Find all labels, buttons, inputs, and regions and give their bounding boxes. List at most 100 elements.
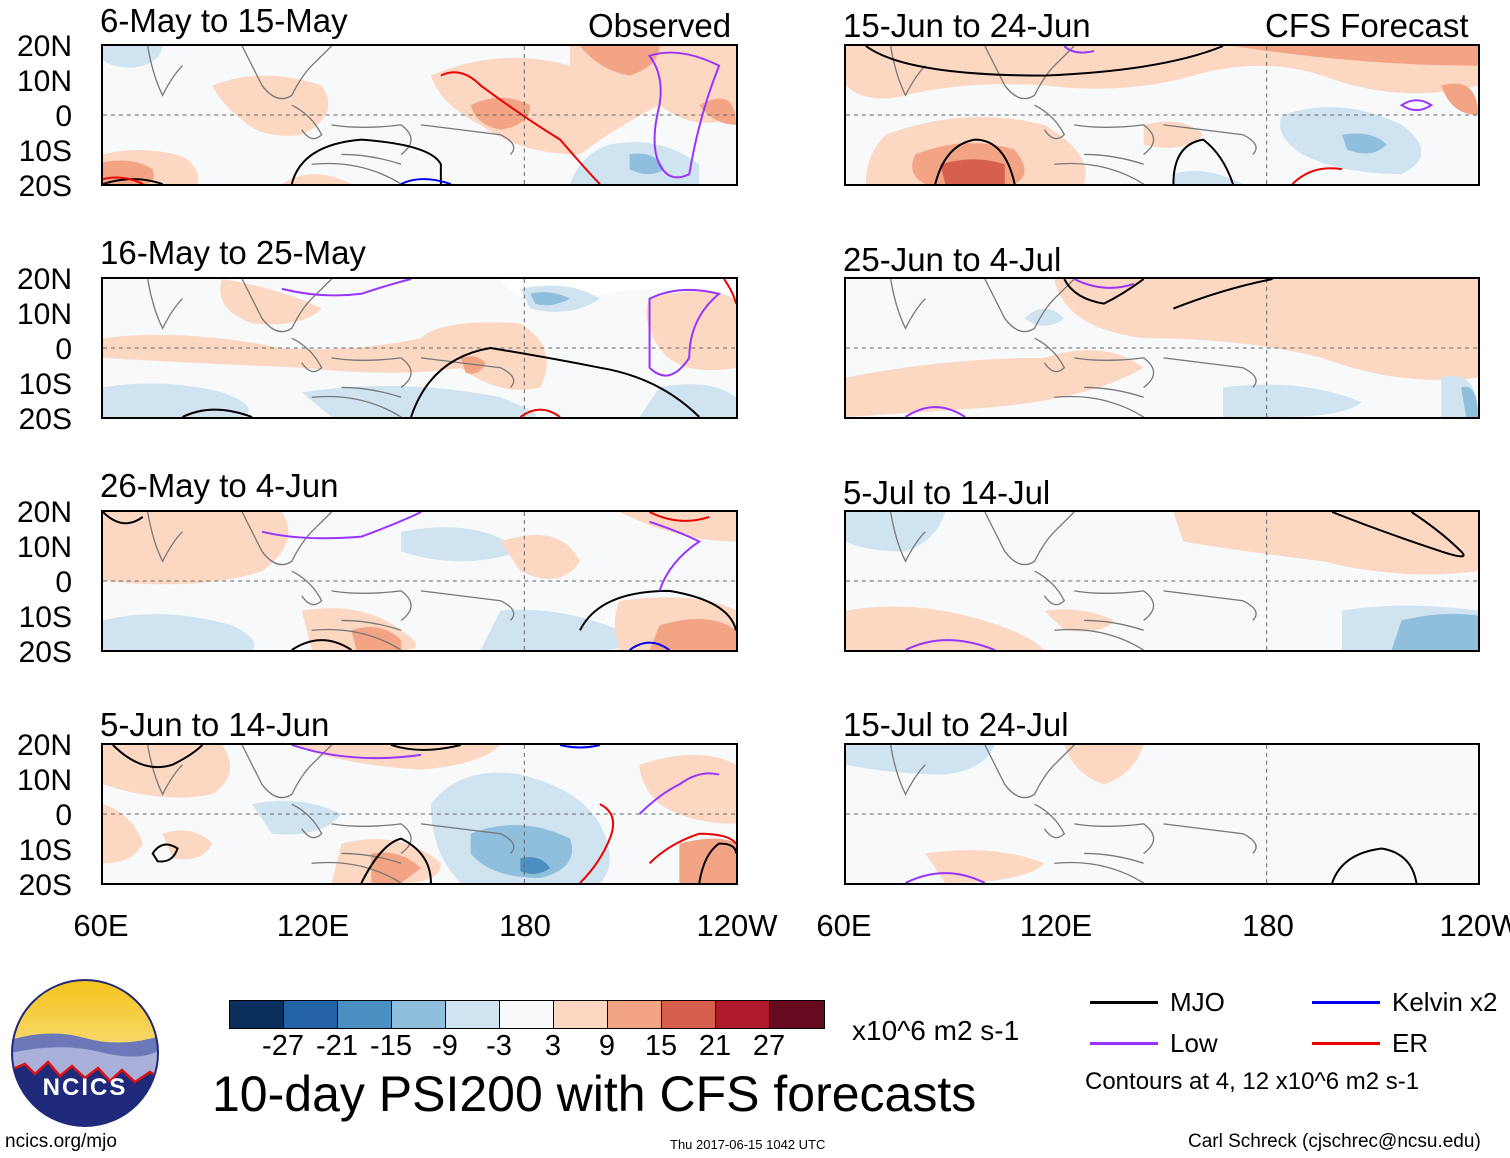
colorbar-tick-label: 3: [544, 1030, 562, 1062]
anomaly-region: [1232, 46, 1478, 66]
colorbar-swatch: [230, 1001, 284, 1028]
anomaly-region: [1044, 609, 1114, 632]
coastline: [1074, 357, 1155, 388]
anomaly-region: [1064, 745, 1144, 785]
lat-tick-label: 0: [55, 799, 72, 832]
lat-tick-label: 0: [55, 100, 72, 133]
contour-mjo: [865, 46, 1224, 77]
map-svg-obs4: [103, 745, 736, 883]
coastline: [331, 590, 412, 621]
contour-low: [647, 51, 721, 179]
coastline: [291, 570, 323, 606]
anomaly-region: [212, 75, 329, 136]
panel-title-obs1: 6-May to 15-May: [100, 2, 348, 39]
anomaly-region: [1054, 279, 1478, 381]
anomaly-region: [220, 279, 322, 325]
coastline: [147, 745, 183, 796]
anomaly-region: [500, 535, 580, 580]
legend-label-er: ER: [1392, 1028, 1429, 1058]
map-svg-fc2: [846, 279, 1478, 417]
lat-tick-label: 20N: [16, 496, 72, 529]
colorbar-tick-label: -15: [370, 1030, 412, 1062]
coastline: [420, 124, 515, 155]
footer-site-link[interactable]: ncics.org/mjo: [5, 1131, 117, 1152]
anomaly-region: [430, 46, 736, 155]
coastline: [331, 124, 412, 155]
anomaly-region: [619, 512, 736, 542]
coastline: [1084, 153, 1144, 165]
colorbar-swatch: [500, 1001, 554, 1028]
ncics-logo: NCICS: [11, 979, 159, 1127]
colorbar-swatch: [554, 1001, 608, 1028]
anomaly-region: [401, 527, 521, 562]
coastline: [291, 104, 323, 140]
map-panel-fc3: [844, 510, 1480, 652]
coastline: [1034, 570, 1066, 606]
legend-label-mjo: MJO: [1170, 987, 1225, 1017]
contour-er: [1291, 167, 1343, 184]
lat-tick-label: 0: [55, 566, 72, 599]
contour-note: Contours at 4, 12 x10^6 m2 s-1: [1085, 1068, 1420, 1095]
contour-mjo: [1172, 138, 1234, 184]
contour-low: [649, 520, 702, 592]
coastline: [331, 357, 412, 388]
coastline: [311, 395, 402, 417]
colorbar-tick-label: 27: [752, 1030, 786, 1062]
contour-mjo: [698, 842, 736, 883]
colorbar-tick-label: 21: [698, 1030, 732, 1062]
colorbar-tick-label: 15: [644, 1030, 678, 1062]
coastline: [1054, 395, 1144, 417]
contour-er: [649, 512, 710, 522]
contour-low: [1063, 46, 1095, 54]
contour-mjo: [112, 745, 204, 769]
panel-title-fc2: 25-Jun to 4-Jul: [843, 241, 1062, 278]
contour-mjo: [390, 745, 461, 751]
anomaly-region: [1223, 384, 1362, 417]
coastline: [147, 512, 183, 563]
contour-kelvin-x2: [629, 641, 671, 650]
coastline: [1074, 823, 1155, 854]
lon-tick-label: 60E: [73, 908, 129, 943]
logo-text: NCICS: [43, 1074, 128, 1101]
colorbar-swatch: [662, 1001, 716, 1028]
coastline: [291, 337, 323, 373]
anomaly-region: [103, 745, 231, 798]
anomaly-region: [371, 852, 421, 883]
anomaly-region: [103, 279, 736, 302]
contour-mjo: [579, 589, 736, 631]
colorbar-swatch: [716, 1001, 770, 1028]
contour-mjo: [290, 138, 442, 184]
anomaly-region: [1342, 133, 1387, 154]
contour-mjo: [1173, 279, 1273, 310]
anomaly-region: [629, 153, 665, 175]
anomaly-region: [1024, 308, 1065, 326]
anomaly-region: [1461, 386, 1478, 417]
contour-er: [723, 279, 736, 304]
coastline: [1163, 357, 1257, 388]
anomaly-region: [480, 609, 627, 650]
lon-tick-label: 120W: [1439, 908, 1510, 943]
contour-mjo: [182, 408, 253, 417]
header-observed: Observed: [588, 7, 732, 44]
coastline: [890, 512, 926, 563]
coastline: [420, 823, 515, 854]
anomaly-region: [103, 512, 289, 585]
coastline: [1163, 124, 1257, 155]
contour-mjo: [103, 512, 144, 525]
map-panel-fc4: [844, 743, 1480, 885]
coastline: [147, 46, 183, 97]
legend-line-mjo: [1090, 1001, 1158, 1004]
contour-low: [638, 772, 720, 815]
anomaly-region: [646, 291, 736, 371]
header-cfs-forecast: CFS Forecast: [1265, 7, 1469, 44]
coastline: [984, 279, 1075, 333]
anomaly-region: [1173, 170, 1243, 184]
colorbar: [229, 1000, 825, 1029]
colorbar-tick-label: -21: [316, 1030, 358, 1062]
colorbar-tick-label: -3: [486, 1030, 512, 1062]
anomaly-region: [1173, 512, 1478, 575]
lat-tick-label: 10N: [16, 764, 72, 797]
coastline: [1034, 803, 1066, 839]
map-panel-fc1: [844, 44, 1480, 186]
coastline: [1084, 619, 1144, 631]
